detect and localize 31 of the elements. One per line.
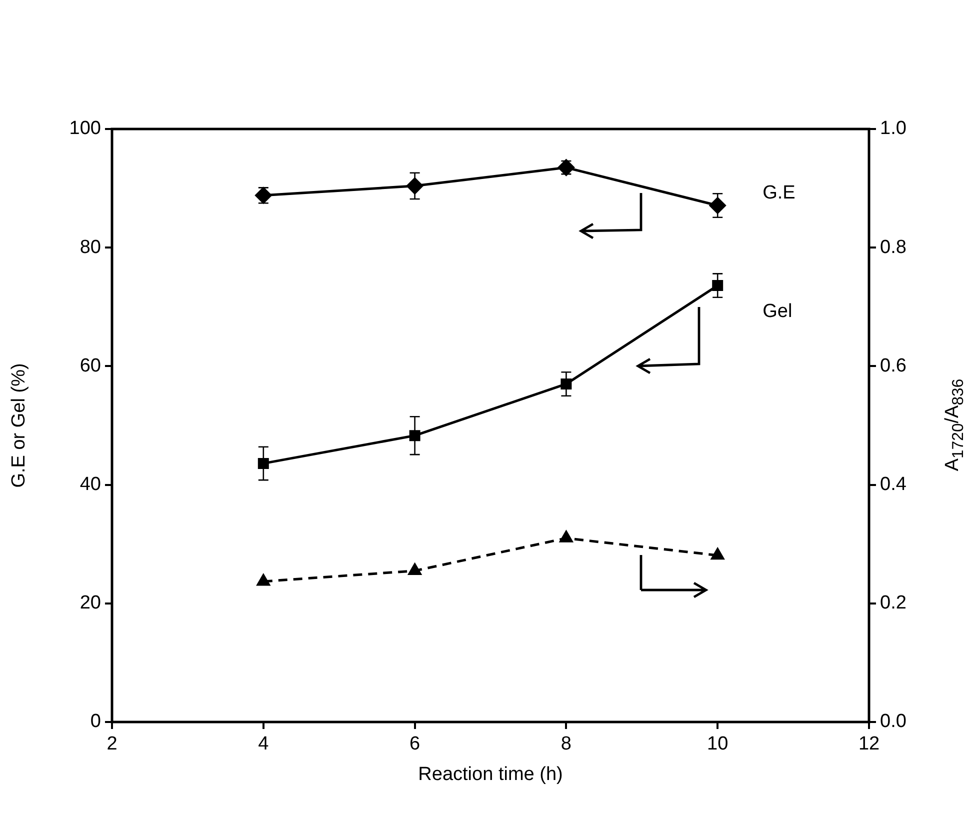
point <box>409 430 420 442</box>
y-tick-label: 80 <box>80 236 101 258</box>
x-tick-label: 8 <box>560 734 572 755</box>
point <box>711 548 724 560</box>
y-tick-label: 40 <box>80 474 101 496</box>
point <box>258 458 269 469</box>
x-tick-label: 4 <box>258 734 270 755</box>
y-tick-label: 20 <box>80 592 101 614</box>
y-tick-label: 100 <box>69 118 101 140</box>
y-tick-label: 60 <box>80 355 101 376</box>
y2-tick-label: 0.2 <box>880 592 906 614</box>
x-axis-title: Reaction time (h) <box>418 764 563 785</box>
x-tick-label: 10 <box>707 734 728 755</box>
y2-tick-label: 0.0 <box>880 711 906 732</box>
y2-tick-label: 1.0 <box>880 118 906 140</box>
point <box>256 574 270 586</box>
point <box>560 530 573 542</box>
x-tick-label: 12 <box>858 734 880 755</box>
y2-tick-label: 0.8 <box>880 236 906 258</box>
text: G.E <box>762 182 796 204</box>
point <box>560 378 572 390</box>
point <box>408 564 422 576</box>
x-tick-label: 6 <box>410 734 420 755</box>
y-tick-label: 0 <box>90 711 101 732</box>
text: Gel <box>762 300 792 322</box>
y2-tick-label: 0.6 <box>880 355 906 376</box>
point <box>712 280 724 292</box>
point <box>558 159 574 176</box>
y-axis-title: G.E or Gel (%) <box>8 363 30 488</box>
x-tick-label: 2 <box>106 734 118 755</box>
y2-tick-label: 0.4 <box>880 474 907 496</box>
